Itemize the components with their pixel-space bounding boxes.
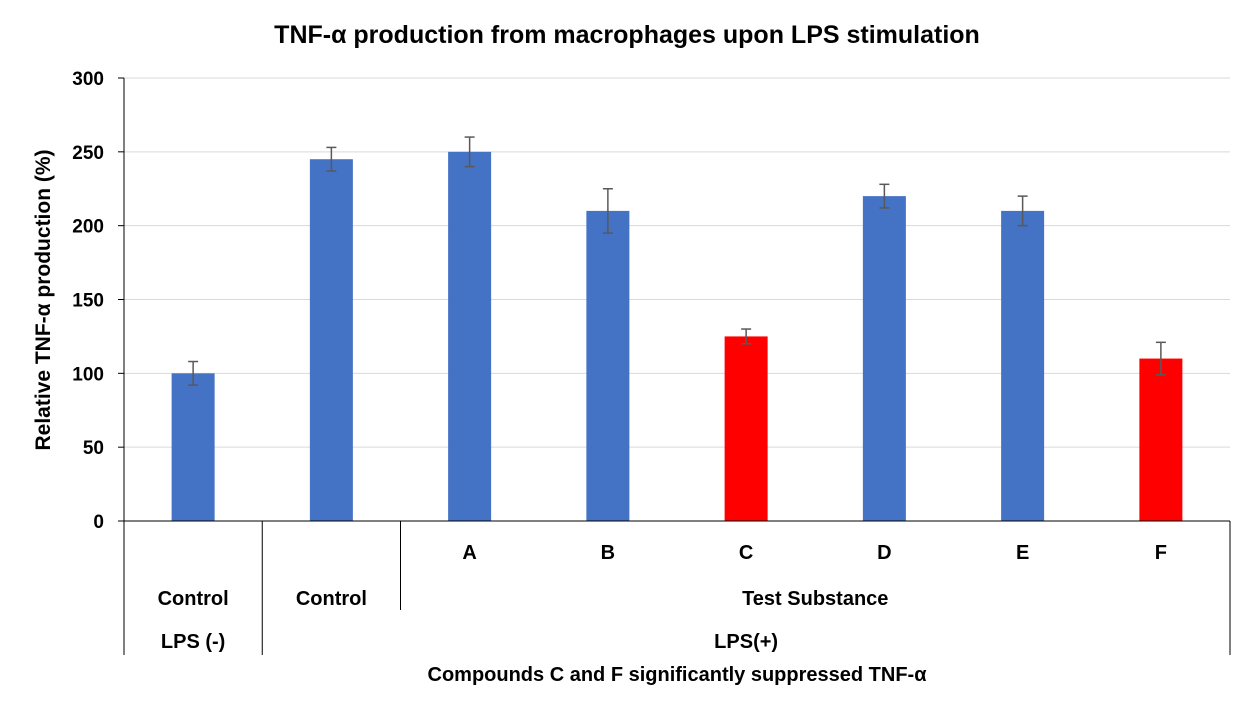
x-axis-caption: Compounds C and F significantly suppress… <box>428 664 928 686</box>
error-bar-7 <box>1155 341 1166 376</box>
bar-3 <box>586 210 630 521</box>
bar-5 <box>862 196 906 521</box>
error-bar-4 <box>741 328 752 345</box>
error-bar-0 <box>188 360 199 386</box>
bar-2 <box>448 151 492 522</box>
group-label: LPS(+) <box>714 631 778 653</box>
y-tick-label: 0 <box>93 512 104 533</box>
x-tick-label: B <box>601 542 615 564</box>
group-label: Test Substance <box>742 588 888 610</box>
y-tick-label: 100 <box>72 364 104 385</box>
chart-title: TNF-α production from macrophages upon L… <box>274 21 980 49</box>
x-tick-label: C <box>739 542 753 564</box>
error-bar-3 <box>602 188 613 234</box>
error-bar-1 <box>326 146 337 172</box>
error-bar-2 <box>464 136 475 168</box>
error-bar-6 <box>1017 195 1028 227</box>
x-tick-label: F <box>1155 542 1167 564</box>
x-tick-label: D <box>877 542 891 564</box>
bar-0 <box>171 373 215 521</box>
y-tick-label: 300 <box>72 69 104 90</box>
bar-4 <box>724 336 768 521</box>
bar-7 <box>1139 358 1183 521</box>
error-bar-5 <box>879 183 890 209</box>
y-axis-label: Relative TNF-α production (%) <box>32 149 55 450</box>
y-tick-label: 250 <box>72 143 104 164</box>
y-tick-label: 50 <box>83 438 104 459</box>
group-label: Control <box>296 588 367 610</box>
bar-6 <box>1001 210 1045 521</box>
bar-1 <box>309 159 353 521</box>
x-tick-label: E <box>1016 542 1029 564</box>
group-label: Control <box>158 588 229 610</box>
x-tick-label: A <box>462 542 476 564</box>
y-tick-label: 150 <box>72 291 104 312</box>
y-tick-label: 200 <box>72 217 104 238</box>
group-label: LPS (-) <box>161 631 225 653</box>
